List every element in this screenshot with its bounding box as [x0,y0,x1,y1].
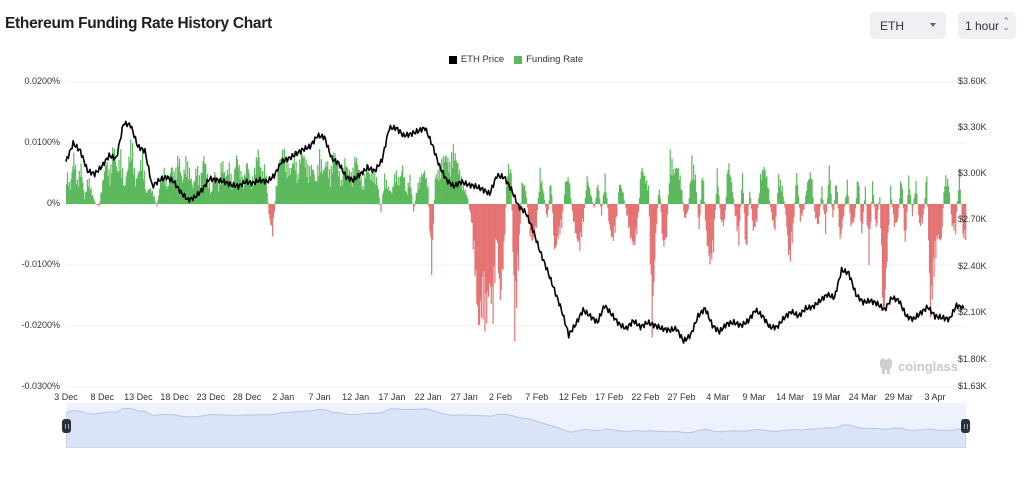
page-title: Ethereum Funding Rate History Chart [5,15,272,32]
watermark-text: coinglass [898,358,958,374]
x-tick: 23 Dec [196,392,226,402]
eth-price-line [65,120,965,344]
chart-legend: ETH Price Funding Rate [0,54,1024,65]
y-right-tick: $1.63K [958,381,987,391]
y-right-tick: $2.40K [958,261,987,271]
x-tick: 13 Dec [124,392,153,402]
x-tick: 9 Mar [742,392,766,402]
y-right-tick: $2.70K [958,214,987,224]
y-left-tick: 0.0200% [24,76,60,86]
x-tick: 19 Mar [812,392,841,402]
range-end-handle[interactable] [961,419,970,433]
y-left-tick: -0.0300% [21,381,60,391]
funding-rate-bars [66,139,967,342]
legend-item-funding-rate[interactable]: Funding Rate [514,54,583,65]
legend-label: ETH Price [460,54,505,65]
x-tick: 4 Mar [706,392,730,402]
x-tick: 22 Jan [414,392,442,402]
x-tick: 17 Feb [595,392,624,402]
y-right-tick: $2.10K [958,307,987,317]
watermark: coinglass [878,357,958,375]
y-right-tick: $3.00K [958,168,987,178]
legend-label: Funding Rate [526,54,584,65]
x-tick: 24 Mar [848,392,877,402]
y-left-tick: 0% [46,198,60,208]
navigator-series [66,407,966,448]
x-tick: 3 Dec [54,392,78,402]
eth-price-swatch-icon [448,55,457,64]
x-tick: 12 Feb [558,392,587,402]
coinglass-logo-icon [880,358,892,374]
x-tick: 2 Jan [272,392,295,402]
x-tick: 12 Jan [342,392,370,402]
asset-select-value: ETH [880,18,904,33]
interval-select[interactable]: 1 hour ⌃ ⌄ [958,12,1016,39]
y-left-tick: -0.0100% [21,259,60,269]
up-down-chevron-icon: ⌃ ⌄ [1002,16,1010,32]
y-left-tick: -0.0200% [21,320,60,330]
x-tick: 27 Jan [450,392,478,402]
x-tick: 28 Dec [232,392,262,402]
y-right-tick: $1.80K [958,354,987,364]
asset-select[interactable]: ETH [870,12,946,39]
interval-select-value: 1 hour [965,18,1000,33]
x-tick: 18 Dec [160,392,189,402]
x-tick: 8 Dec [90,392,114,402]
y-right-tick: $3.60K [958,76,987,86]
caret-down-icon [930,23,936,27]
y-right-tick: $3.30K [958,122,987,132]
x-tick: 22 Feb [631,392,660,402]
range-navigator[interactable] [66,403,966,448]
x-tick: 29 Mar [884,392,913,402]
y-left-tick: 0.0100% [24,137,60,147]
range-start-handle[interactable] [62,419,71,433]
x-tick: 3 Apr [924,392,946,402]
x-tick: 7 Feb [525,392,549,402]
x-tick: 2 Feb [488,392,513,402]
x-tick: 7 Jan [308,392,331,402]
x-tick: 27 Feb [667,392,696,402]
legend-item-eth-price[interactable]: ETH Price [448,54,505,65]
funding-rate-swatch-icon [514,55,523,64]
x-tick: 17 Jan [378,392,406,402]
x-tick: 14 Mar [776,392,805,402]
